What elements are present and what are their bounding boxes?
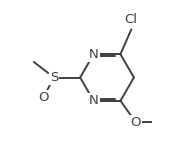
Text: O: O xyxy=(131,116,141,129)
Text: Cl: Cl xyxy=(125,13,138,26)
Text: S: S xyxy=(50,71,58,84)
Text: O: O xyxy=(38,91,49,104)
Text: N: N xyxy=(89,48,98,61)
Text: N: N xyxy=(89,94,98,107)
